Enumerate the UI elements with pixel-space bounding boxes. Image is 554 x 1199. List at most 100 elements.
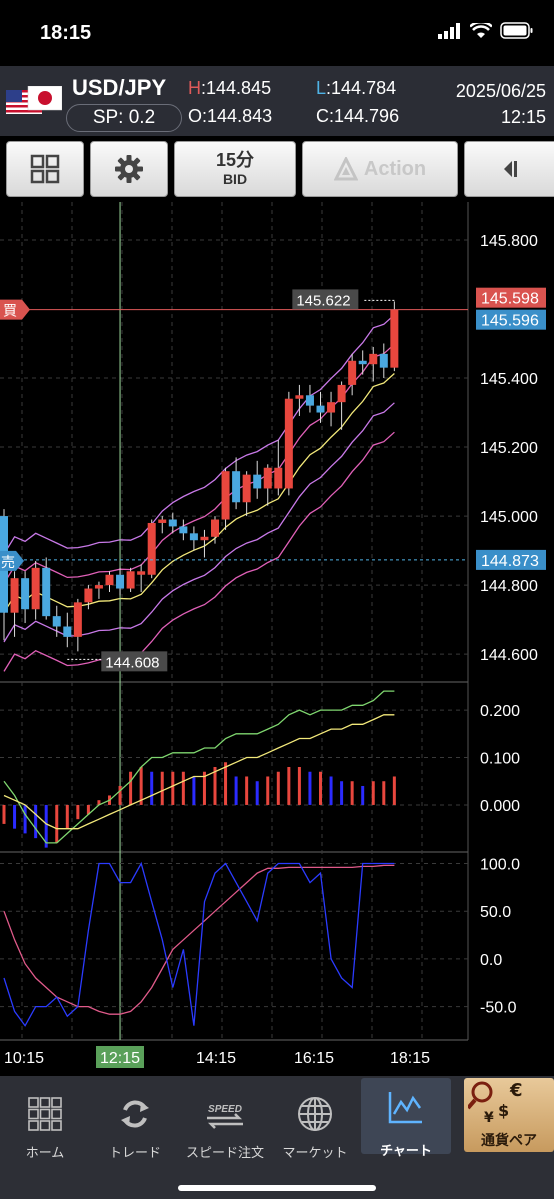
nav-market[interactable]: マーケット [270, 1086, 360, 1160]
buy-badge-label: 買 [3, 304, 17, 320]
macd-histogram-bar [13, 804, 17, 829]
macd-histogram-bar [181, 771, 185, 805]
candle-body [232, 471, 241, 503]
quote-datetime: 2025/06/25 12:15 [456, 78, 546, 130]
candle-body [253, 474, 262, 489]
candle-body [189, 533, 198, 541]
max-price-label: 145.622 [296, 292, 350, 309]
price-axis-label: 145.800 [480, 233, 538, 250]
candle-body [348, 360, 357, 385]
buy-price-tag [476, 287, 546, 308]
nav-trade[interactable]: トレード [90, 1086, 180, 1160]
high-value: H:144.845 [188, 78, 272, 98]
nav-market-label: マーケット [282, 1145, 348, 1160]
candle-body [84, 588, 93, 603]
band-upper2-line [3, 314, 395, 555]
candle-body [284, 398, 293, 489]
status-bar: 18:15 [0, 0, 554, 66]
position-price-label: 144.873 [481, 553, 539, 570]
svg-text:€: € [509, 1080, 523, 1101]
macd-histogram-bar [245, 776, 249, 805]
candle-body [31, 567, 40, 610]
macd-histogram-bar [65, 804, 69, 829]
candle-body [390, 309, 399, 368]
candle-body [116, 574, 125, 589]
currency-magnifier-icon: € $ ¥ [468, 1080, 523, 1126]
macd-histogram-bar [86, 804, 90, 815]
band-mid-line [3, 373, 395, 614]
speed-icon: SPEED [207, 1104, 243, 1129]
candle-body [10, 578, 19, 613]
candle-body [52, 616, 61, 627]
macd-histogram-bar [371, 781, 375, 805]
nav-chart[interactable]: チャート [361, 1078, 451, 1158]
macd-histogram-bar [34, 804, 38, 839]
low-value: L:144.784 [316, 78, 397, 98]
candle-body [263, 467, 272, 489]
close-value: C:144.796 [316, 106, 400, 126]
macd-histogram-bar [2, 804, 6, 824]
candle-body [358, 360, 367, 365]
nav-speed-order-label: スピード注文 [185, 1145, 264, 1160]
buy-price-label: 145.598 [481, 291, 539, 308]
action-triangle-icon [333, 157, 358, 181]
nav-home-label: ホーム [25, 1145, 65, 1160]
stoch-k-line [3, 861, 395, 1027]
status-time: 18:15 [40, 22, 92, 44]
layout-button[interactable] [6, 141, 84, 197]
quote-header: USD/JPY SP: 0.2 H:144.845 L:144.784 O:14… [0, 66, 554, 136]
collapse-panel-button[interactable] [464, 141, 554, 197]
time-axis-label: 18:15 [390, 1050, 430, 1067]
macd-histogram-bar [150, 771, 154, 805]
quote-date: 2025/06/25 [455, 81, 546, 101]
gear-icon [115, 155, 143, 183]
time-axis-label: 16:15 [294, 1050, 334, 1067]
action-label: Action [363, 157, 427, 180]
sell-price-label: 145.596 [481, 313, 539, 330]
price-axis-label: 145.200 [480, 440, 538, 457]
candle-body [63, 626, 72, 637]
candle-body [105, 574, 114, 586]
candle-body [379, 353, 388, 368]
nav-speed-order[interactable]: SPEED スピード注文 [180, 1086, 270, 1160]
quote-time: 12:15 [500, 107, 546, 127]
macd-histogram-bar [276, 771, 280, 805]
price-axis-label: 145.400 [480, 371, 538, 388]
settings-button[interactable] [90, 141, 168, 197]
max-price-tag [292, 289, 359, 310]
macd-histogram-bar [23, 804, 27, 834]
candle-body [179, 526, 188, 534]
action-button[interactable]: Action [302, 141, 458, 197]
usd-jpy-flag-icon [6, 86, 62, 114]
candle-body [327, 402, 336, 413]
macd-histogram-bar [382, 781, 386, 805]
candle-body [221, 471, 230, 520]
macd-histogram-bar [266, 776, 270, 805]
price-chart[interactable]: 145.800 145.400 145.200 145.000 144.800 144.6… [0, 202, 554, 1076]
currency-pair[interactable]: USD/JPY [72, 75, 167, 100]
macd-histogram-bar [160, 771, 164, 805]
macd-histogram-bar [97, 800, 101, 805]
globe-icon [298, 1097, 332, 1131]
nav-currency-pair-label: 通貨ペア [481, 1132, 537, 1148]
macd-histogram-bar [76, 804, 80, 820]
stoch-axis-label: 0.0 [480, 952, 502, 969]
candle-body [147, 522, 156, 575]
macd-histogram-bar [192, 776, 196, 805]
candle-body [94, 585, 103, 589]
nav-currency-pair[interactable]: € $ ¥ 通貨ペア [464, 1078, 554, 1152]
home-indicator [178, 1185, 376, 1191]
macd-histogram-bar [329, 776, 333, 805]
sell-badge [0, 550, 24, 571]
candle-body [274, 467, 283, 489]
time-axis-label: 14:15 [196, 1050, 236, 1067]
price-axis-label: 145.000 [480, 509, 538, 526]
svg-text:¥: ¥ [484, 1110, 494, 1126]
candle-body [295, 395, 304, 399]
macd-histogram-bar [319, 771, 322, 805]
timeframe-button[interactable]: 15分 BID [174, 141, 296, 197]
macd-histogram-bar [308, 771, 312, 805]
price-axis-label: 144.800 [480, 578, 538, 595]
candle-body [305, 395, 314, 406]
nav-home[interactable]: ホーム [0, 1086, 90, 1160]
